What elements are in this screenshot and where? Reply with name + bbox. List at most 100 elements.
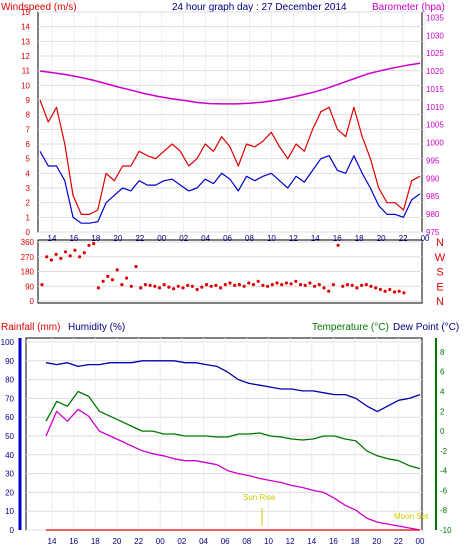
compass-label: S bbox=[436, 267, 443, 279]
direction-point bbox=[200, 285, 204, 289]
direction-point bbox=[350, 283, 354, 287]
direction-point bbox=[266, 284, 270, 288]
panel1-x-tick-label: 10 bbox=[267, 234, 276, 243]
panel1-x-tick-label: 12 bbox=[289, 234, 298, 243]
panel3-x-tick-label: 18 bbox=[91, 537, 100, 546]
panel1-x-tick-label: 00 bbox=[421, 234, 430, 243]
direction-point bbox=[148, 283, 152, 287]
humidity-temp-panel-frame bbox=[25, 337, 423, 531]
windspeed-tick-label: 7 bbox=[26, 125, 31, 134]
barometer-tick-label: 995 bbox=[426, 156, 440, 165]
temperature-tick-label: 2 bbox=[440, 407, 445, 416]
direction-point bbox=[388, 287, 392, 292]
temperature-tick-label: 0 bbox=[440, 427, 445, 436]
panel3-x-tick-label: 18 bbox=[351, 537, 360, 546]
panel1-x-tick-labels: 14 16 18 20 22 00 02 04 06 08 10 12 14 16 18 20 22 00 bbox=[48, 234, 430, 243]
barometer-tick-label: 1020 bbox=[426, 67, 444, 76]
panel3-grid bbox=[26, 338, 422, 531]
direction-point bbox=[261, 283, 265, 287]
direction-point bbox=[294, 279, 298, 283]
windspeed-axis-title: Windspeed (m/s) bbox=[1, 2, 77, 13]
temperature-tick-label: 8 bbox=[440, 348, 445, 357]
direction-point bbox=[96, 286, 100, 290]
direction-point bbox=[331, 283, 335, 287]
panel3-x-tick-labels: 14 16 18 20 22 00 02 04 06 08 10 12 14 16 18 20 22 00 bbox=[48, 537, 425, 546]
direction-point bbox=[204, 283, 209, 287]
wind-average-line bbox=[39, 151, 421, 224]
direction-point bbox=[87, 243, 91, 247]
panel3-series bbox=[45, 360, 421, 531]
direction-point bbox=[209, 284, 213, 288]
direction-point bbox=[233, 283, 237, 287]
direction-point bbox=[167, 285, 171, 289]
panel1-x-tick-label: 06 bbox=[223, 234, 232, 243]
direction-point bbox=[360, 283, 364, 287]
humidity-label: Humidity (%) bbox=[68, 322, 125, 333]
temperature-tick-label: 4 bbox=[440, 387, 445, 396]
panel1-x-tick-label: 14 bbox=[311, 234, 320, 243]
direction-point bbox=[336, 243, 340, 247]
humidity-tick-label: 60 bbox=[5, 413, 14, 422]
panel3-x-tick-label: 08 bbox=[242, 537, 251, 546]
humidity-tick-label: 50 bbox=[5, 432, 14, 441]
panel1-x-tick-label: 22 bbox=[399, 234, 408, 243]
humidity-tick-labels: 0 10 20 30 40 50 60 70 80 90 100 bbox=[1, 338, 15, 535]
direction-tick-label: 90 bbox=[25, 282, 34, 291]
barometer-line bbox=[39, 62, 421, 105]
panel2-grid bbox=[38, 241, 422, 302]
direction-point bbox=[54, 252, 58, 256]
direction-point bbox=[341, 284, 345, 288]
panel3-x-tick-label: 00 bbox=[416, 537, 425, 546]
windspeed-tick-label: 15 bbox=[21, 8, 30, 17]
compass-label: N bbox=[436, 296, 444, 308]
panel3-x-tick-label: 14 bbox=[307, 537, 316, 546]
direction-point bbox=[78, 255, 82, 259]
direction-point bbox=[270, 283, 274, 287]
barometer-tick-label: 1000 bbox=[426, 139, 444, 148]
panel1-x-tick-label: 04 bbox=[201, 234, 210, 243]
windspeed-tick-label: 6 bbox=[26, 140, 31, 149]
direction-point bbox=[101, 279, 105, 283]
windspeed-tick-label: 5 bbox=[26, 155, 31, 164]
barometer-tick-label: 1035 bbox=[426, 13, 444, 22]
panel1-x-tick-label: 16 bbox=[333, 234, 342, 243]
direction-point bbox=[392, 290, 397, 294]
direction-point bbox=[40, 283, 44, 287]
direction-point bbox=[59, 256, 63, 260]
barometer-tick-label: 1010 bbox=[426, 103, 444, 112]
panel3-x-tick-label: 20 bbox=[112, 537, 121, 546]
panel3-x-tick-label: 04 bbox=[199, 537, 208, 546]
panel1-x-tick-label: 14 bbox=[48, 234, 57, 243]
compass-label: N bbox=[436, 237, 444, 249]
chart-title: 24 hour graph day : 27 December 2014 bbox=[172, 2, 347, 13]
windspeed-tick-label: 1 bbox=[26, 213, 31, 222]
rainfall-label: Rainfall (mm) bbox=[1, 322, 60, 333]
direction-point bbox=[106, 274, 110, 278]
direction-tick-label: 360 bbox=[21, 238, 35, 247]
direction-point bbox=[289, 282, 293, 286]
direction-point bbox=[82, 251, 86, 255]
panel3-x-tick-label: 06 bbox=[221, 537, 230, 546]
windspeed-tick-label: 14 bbox=[21, 23, 30, 32]
panel3-x-tick-label: 22 bbox=[134, 537, 143, 546]
direction-point bbox=[303, 283, 307, 287]
direction-point bbox=[172, 287, 176, 291]
barometer-tick-label: 985 bbox=[426, 192, 440, 201]
windspeed-tick-label: 0 bbox=[26, 228, 31, 237]
barometer-tick-label: 1025 bbox=[426, 49, 444, 58]
dewpoint-label: Dew Point (°C) bbox=[393, 322, 459, 333]
direction-point bbox=[219, 286, 223, 290]
panel1-x-tick-label: 00 bbox=[157, 234, 166, 243]
windspeed-tick-label: 10 bbox=[21, 81, 30, 90]
temperature-tick-label: -2 bbox=[440, 447, 448, 456]
direction-point bbox=[181, 286, 185, 290]
direction-point bbox=[313, 284, 317, 288]
humidity-tick-label: 30 bbox=[5, 470, 14, 479]
temperature-tick-label: -6 bbox=[440, 486, 448, 495]
humidity-tick-label: 10 bbox=[5, 507, 14, 516]
direction-point bbox=[308, 281, 312, 285]
direction-point bbox=[162, 283, 166, 287]
direction-point bbox=[190, 284, 194, 288]
